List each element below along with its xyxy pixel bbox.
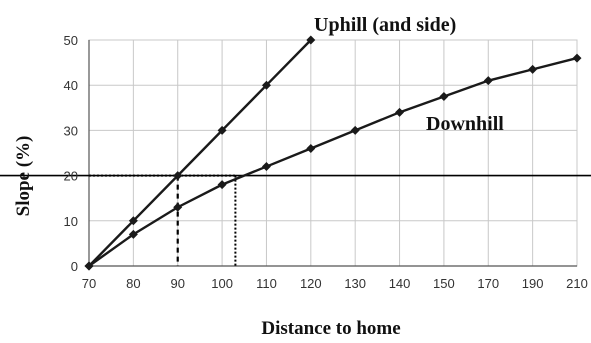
x-tick-label: 90	[170, 276, 184, 291]
x-tick-label: 140	[389, 276, 411, 291]
data-point-uphill	[217, 125, 227, 135]
data-point-uphill	[306, 35, 316, 45]
x-tick-label: 130	[344, 276, 366, 291]
data-point-uphill	[261, 80, 271, 90]
x-tick-label: 70	[82, 276, 96, 291]
x-tick-label: 80	[126, 276, 140, 291]
data-point-downhill	[306, 143, 316, 153]
x-tick-label: 170	[477, 276, 499, 291]
grid	[88, 39, 578, 267]
data-point-downhill	[439, 92, 449, 101]
plot-frame	[88, 39, 578, 267]
y-tick-label: 0	[71, 259, 78, 274]
data-point-downhill	[350, 125, 360, 135]
y-tick-label: 10	[64, 214, 78, 229]
y-tick-label: 20	[64, 169, 78, 184]
data-point-downhill	[483, 76, 493, 86]
data-point-downhill	[84, 261, 94, 271]
data-point-downhill	[173, 202, 183, 212]
y-tick-label: 40	[64, 78, 78, 93]
series-line-downhill	[88, 56, 578, 267]
data-point-downhill	[528, 64, 538, 74]
y-tick-label: 30	[64, 123, 78, 138]
data-point-downhill	[217, 180, 227, 190]
data-point-uphill	[173, 171, 183, 181]
data-point-uphill	[128, 216, 138, 226]
series-label-downhill: Downhill	[426, 113, 504, 135]
x-tick-label: 150	[433, 276, 455, 291]
data-point-downhill	[128, 229, 138, 239]
x-tick-label: 210	[566, 276, 588, 291]
series-line-uphill	[88, 39, 312, 267]
x-tick-label: 100	[211, 276, 233, 291]
y-tick-label: 50	[64, 33, 78, 48]
data-point-downhill	[395, 107, 405, 117]
y-axis-title: Slope (%)	[13, 136, 34, 217]
series-layer	[84, 35, 582, 271]
data-point-downhill	[572, 53, 582, 63]
data-point-downhill	[261, 162, 271, 172]
x-tick-label: 190	[522, 276, 544, 291]
x-axis-title: Distance to home	[261, 318, 400, 339]
x-tick-label: 110	[256, 276, 277, 291]
x-tick-label: 120	[300, 276, 322, 291]
reference-guides	[0, 174, 591, 266]
series-label-uphill: Uphill (and side)	[314, 14, 456, 36]
tick-labels: 70 80 90 100 110 120 130 140 150 170 190 210 0 10 20 30…	[64, 33, 588, 291]
